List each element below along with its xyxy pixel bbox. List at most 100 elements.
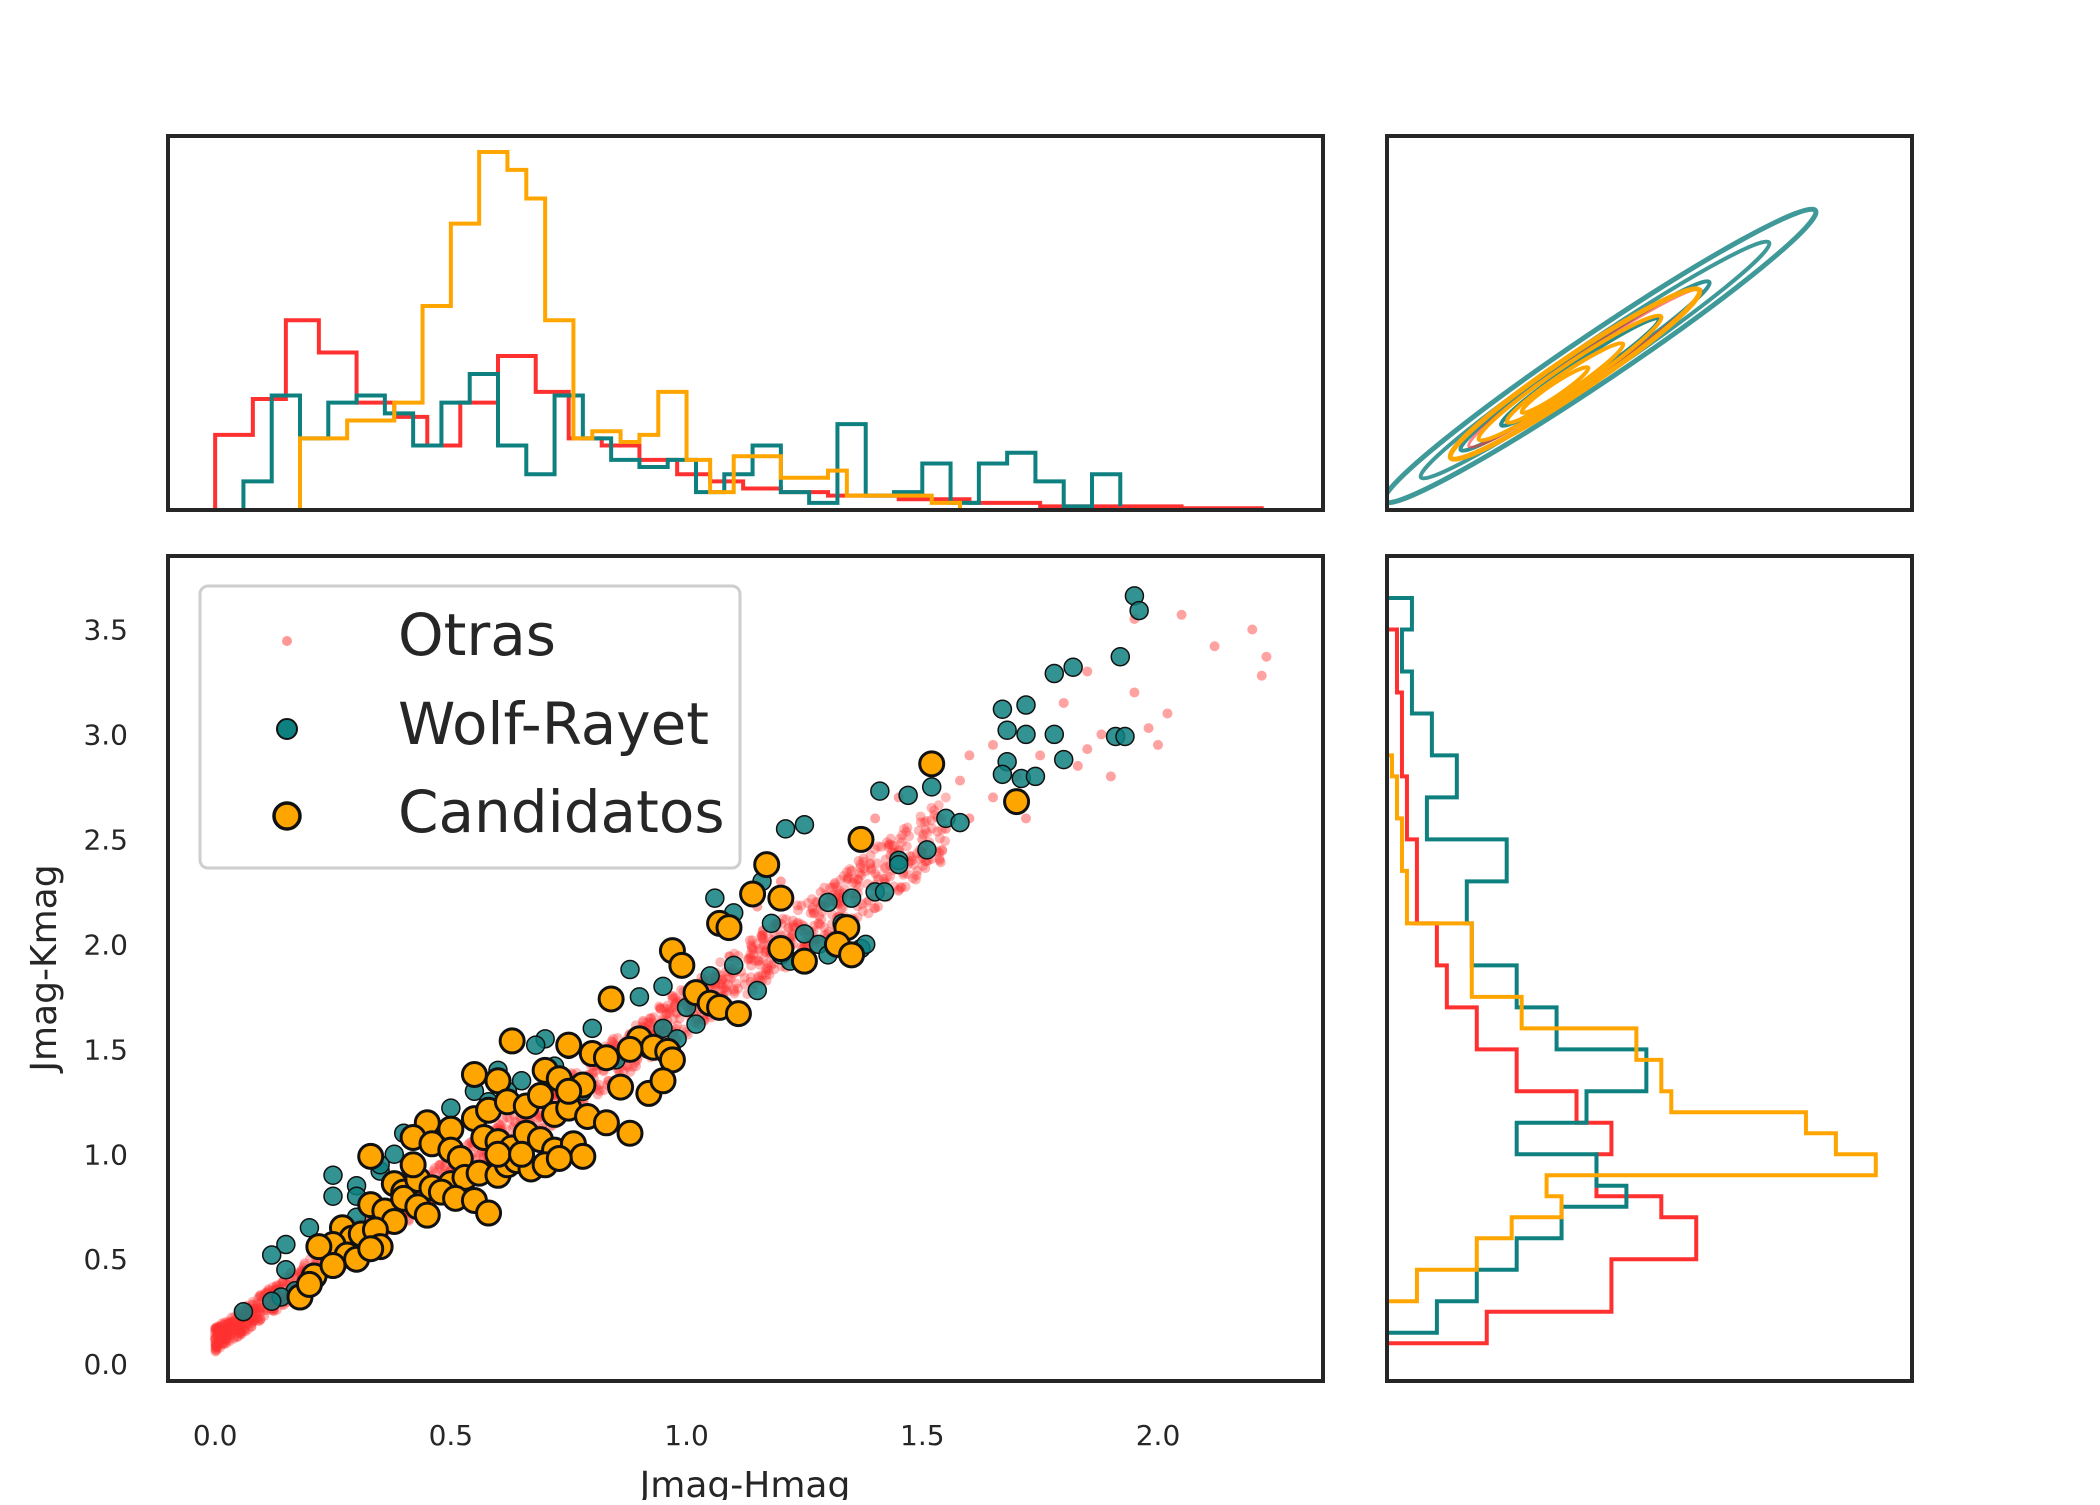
y-axis-label: Jmag-Kmag [24, 864, 65, 1073]
point-otras-cloud [934, 833, 945, 844]
point-otras-cloud [796, 900, 807, 911]
point-otras-cloud [743, 954, 754, 965]
point-otras-cloud [929, 805, 940, 816]
point-candidato [838, 941, 866, 969]
point-otras-cloud [239, 1325, 250, 1336]
point-wolf-rayet [841, 888, 862, 908]
point-otras-cloud [439, 1161, 450, 1172]
point-otras-cloud [716, 978, 727, 989]
point-otras-cloud [211, 1323, 222, 1334]
point-otras-cloud [210, 1338, 221, 1349]
point-otras-cloud [236, 1327, 247, 1338]
point-otras-cloud [904, 831, 915, 842]
point-wolf-rayet [950, 812, 970, 833]
point-otras-cloud [763, 958, 774, 969]
point-otras-cloud [223, 1322, 234, 1333]
point-candidato [569, 1142, 597, 1170]
point-otras-cloud [841, 867, 852, 878]
point-otras-cloud [858, 856, 869, 867]
point-otras-cloud [745, 939, 756, 950]
point-candidato [592, 1109, 620, 1137]
point-otras-cloud [723, 972, 734, 983]
point-otras-cloud [829, 879, 840, 890]
point-otras-cloud [883, 840, 894, 851]
point-otras-cloud [672, 1020, 683, 1031]
point-otras-cloud [895, 882, 906, 893]
y-tick-label: 1.0 [83, 1138, 128, 1171]
point-candidato [649, 1067, 677, 1095]
legend-label-wolf-rayet: Wolf-Rayet [398, 690, 709, 758]
point-wolf-rayet [653, 1018, 673, 1039]
point-otras-cloud [902, 822, 913, 833]
point-otras-cloud [819, 882, 830, 893]
point-otras-cloud [866, 863, 877, 874]
point-otras-cloud [212, 1321, 223, 1332]
point-otras-cloud [210, 1339, 221, 1350]
point-otras-cloud [213, 1329, 224, 1340]
point-otras-cloud [901, 841, 912, 852]
point-wolf-rayet [1016, 695, 1036, 715]
point-otras-cloud [211, 1326, 222, 1337]
point-otras-cloud [753, 973, 764, 984]
kde-contour-candidatos [1476, 313, 1664, 443]
x-axis-label: Jmag-Hmag [638, 1465, 851, 1500]
point-otras-cloud [937, 845, 948, 856]
point-otras-cloud [848, 873, 859, 884]
point-wolf-rayet [323, 1165, 343, 1186]
point-otras-cloud [654, 1003, 665, 1014]
kde-contours [1387, 206, 1819, 506]
point-otras-cloud [754, 959, 765, 970]
point-wolf-rayet [1110, 647, 1131, 667]
point-otras-cloud [648, 1012, 659, 1023]
point-otras [988, 792, 998, 803]
x-tick-label: 0.5 [429, 1419, 474, 1452]
point-otras-cloud [238, 1322, 249, 1333]
point-otras-cloud [808, 907, 819, 918]
point-otras-cloud [210, 1322, 221, 1333]
point-otras-cloud [210, 1323, 221, 1334]
point-otras-cloud [827, 909, 838, 920]
point-otras-cloud [858, 863, 869, 874]
point-otras-cloud [223, 1317, 234, 1328]
point-otras-cloud [608, 1033, 619, 1044]
point-otras-cloud [748, 949, 759, 960]
point-otras-cloud [758, 934, 769, 945]
top-histogram-steps [213, 150, 1264, 511]
point-otras-cloud [218, 1337, 229, 1348]
point-otras-cloud [855, 859, 866, 870]
point-candidato [1003, 788, 1031, 816]
point-candidato [753, 851, 781, 879]
point-otras-cloud [239, 1324, 250, 1335]
point-otras-cloud [216, 1318, 227, 1329]
y-axis-ticks: 0.0 0.5 1.0 1.5 2.0 2.5 3.0 3.5 [83, 613, 128, 1381]
point-otras-cloud [748, 944, 759, 955]
point-candidato [508, 1140, 536, 1168]
point-otras-cloud [763, 965, 774, 976]
point-otras-cloud [221, 1338, 232, 1349]
point-otras-cloud [221, 1332, 232, 1343]
point-otras-cloud [934, 855, 945, 866]
point-candidato [555, 1031, 583, 1059]
top-histogram-frame [166, 134, 1325, 512]
point-otras-cloud [894, 884, 905, 895]
point-wolf-rayet [511, 1071, 532, 1091]
point-wolf-rayet [233, 1301, 254, 1322]
y-tick-label: 1.5 [83, 1033, 128, 1066]
point-otras-cloud [920, 825, 931, 836]
right-histogram-steps [1387, 595, 1878, 1346]
point-otras-cloud [237, 1318, 248, 1329]
legend: Otras Wolf-Rayet Candidatos [198, 584, 742, 870]
point-otras-cloud [887, 840, 898, 851]
point-wolf-rayet [874, 882, 895, 902]
point-otras-cloud [217, 1327, 228, 1338]
right-histogram-frame [1385, 554, 1914, 1383]
point-otras-cloud [814, 910, 825, 921]
point-otras-cloud [756, 970, 767, 981]
point-wolf-rayet [997, 720, 1017, 740]
point-otras [1209, 641, 1220, 652]
point-otras [1058, 697, 1069, 708]
point-otras-cloud [644, 1013, 655, 1024]
point-otras-cloud [242, 1319, 253, 1330]
y-tick-label: 0.0 [83, 1348, 128, 1381]
point-otras-cloud [831, 882, 842, 893]
